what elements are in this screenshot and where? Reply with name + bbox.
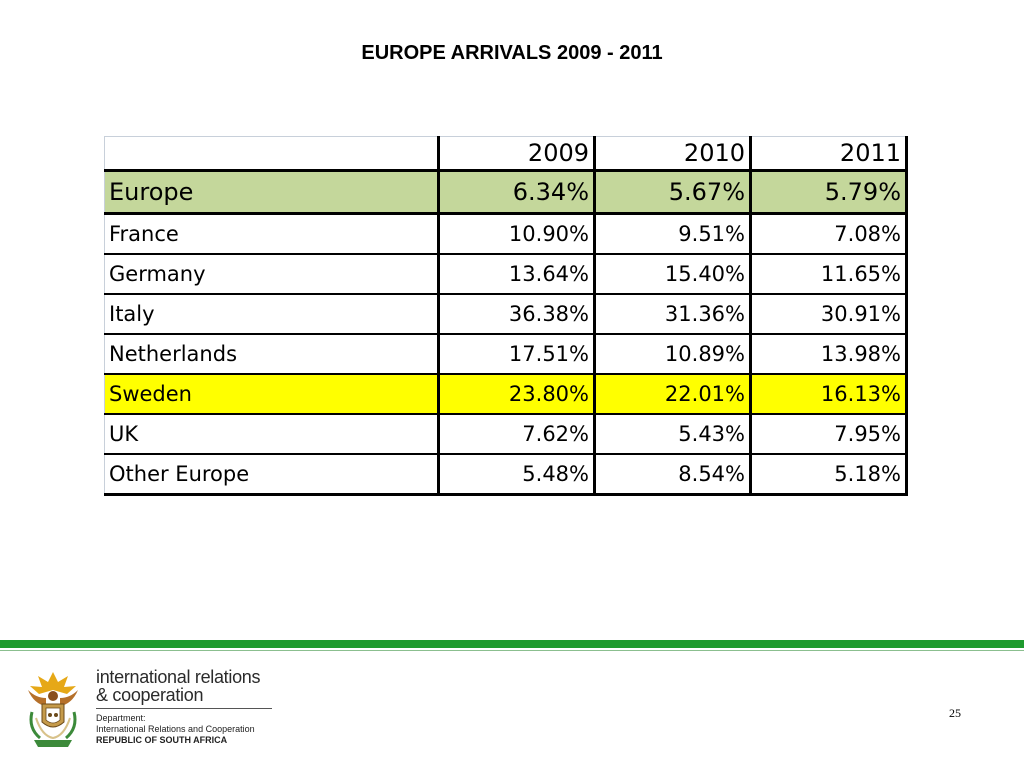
dept-line-3: REPUBLIC OF SOUTH AFRICA <box>96 735 228 745</box>
cell-value: 7.08% <box>749 213 908 255</box>
cell-value: 22.01% <box>593 374 751 415</box>
row-label: Netherlands <box>104 334 439 375</box>
cell-value: 5.48% <box>437 454 595 496</box>
table-row-netherlands: Netherlands 17.51% 10.89% 13.98% <box>104 334 908 375</box>
header-cell-2009: 2009 <box>437 136 595 172</box>
table-row-europe: Europe 6.34% 5.67% 5.79% <box>104 170 908 215</box>
row-label: Europe <box>104 170 439 215</box>
cell-value: 8.54% <box>593 454 751 496</box>
header-cell-empty <box>104 136 439 172</box>
department-text: Department: International Relations and … <box>96 713 255 746</box>
brand-name: international relations & cooperation <box>96 667 261 705</box>
brand-line-1: international relations <box>96 667 261 687</box>
cell-value: 11.65% <box>749 254 908 295</box>
cell-value: 5.79% <box>749 170 908 215</box>
row-label: Germany <box>104 254 439 295</box>
cell-value: 23.80% <box>437 374 595 415</box>
brand-divider <box>96 708 272 709</box>
table-row-germany: Germany 13.64% 15.40% 11.65% <box>104 254 908 295</box>
cell-value: 7.95% <box>749 414 908 455</box>
footer-rule <box>0 650 1024 651</box>
cell-value: 6.34% <box>437 170 595 215</box>
slide-title: EUROPE ARRIVALS 2009 - 2011 <box>361 42 663 64</box>
cell-value: 10.90% <box>437 213 595 255</box>
arrivals-table: 2009 2010 2011 Europe 6.34% 5.67% 5.79% … <box>104 136 908 496</box>
row-label: France <box>104 213 439 255</box>
table-row-italy: Italy 36.38% 31.36% 30.91% <box>104 294 908 335</box>
row-label: Other Europe <box>104 454 439 496</box>
cell-value: 13.64% <box>437 254 595 295</box>
coat-of-arms-icon <box>28 672 78 747</box>
row-label: UK <box>104 414 439 455</box>
header-cell-2011: 2011 <box>749 136 908 172</box>
table-row-france: France 10.90% 9.51% 7.08% <box>104 213 908 255</box>
cell-value: 31.36% <box>593 294 751 335</box>
header-cell-2010: 2010 <box>593 136 751 172</box>
table-row-uk: UK 7.62% 5.43% 7.95% <box>104 414 908 455</box>
cell-value: 13.98% <box>749 334 908 375</box>
dept-line-1: Department: <box>96 713 146 723</box>
brand-line-2: & cooperation <box>96 685 204 705</box>
cell-value: 5.67% <box>593 170 751 215</box>
cell-value: 30.91% <box>749 294 908 335</box>
cell-value: 10.89% <box>593 334 751 375</box>
table-header-row: 2009 2010 2011 <box>104 136 908 172</box>
cell-value: 7.62% <box>437 414 595 455</box>
cell-value: 5.43% <box>593 414 751 455</box>
department-logo: international relations & cooperation De… <box>22 668 282 754</box>
cell-value: 16.13% <box>749 374 908 415</box>
table-row-other-europe: Other Europe 5.48% 8.54% 5.18% <box>104 454 908 496</box>
footer-green-bar <box>0 640 1024 648</box>
row-label: Italy <box>104 294 439 335</box>
table-row-sweden: Sweden 23.80% 22.01% 16.13% <box>104 374 908 415</box>
dept-line-2: International Relations and Cooperation <box>96 724 255 734</box>
page-number: 25 <box>949 706 961 720</box>
cell-value: 15.40% <box>593 254 751 295</box>
cell-value: 17.51% <box>437 334 595 375</box>
cell-value: 9.51% <box>593 213 751 255</box>
cell-value: 36.38% <box>437 294 595 335</box>
cell-value: 5.18% <box>749 454 908 496</box>
row-label: Sweden <box>104 374 439 415</box>
